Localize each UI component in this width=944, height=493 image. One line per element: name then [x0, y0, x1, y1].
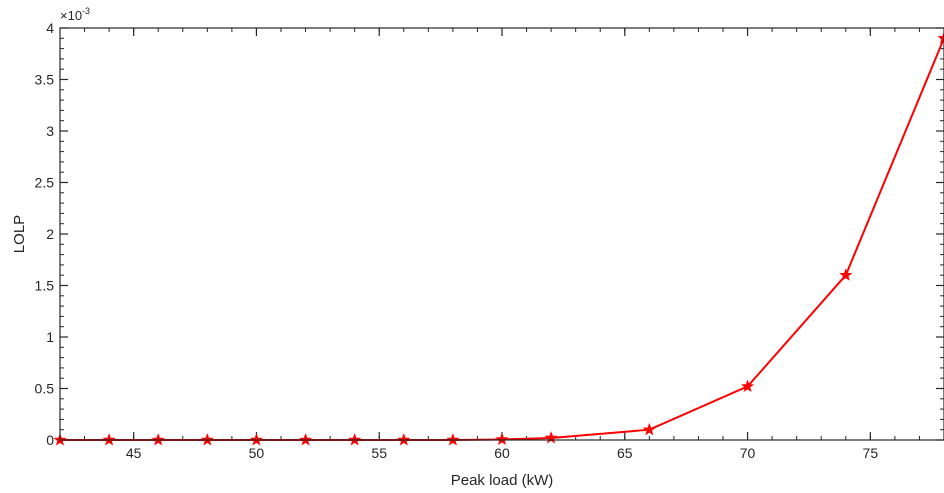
series-layer — [53, 31, 944, 446]
data-point-star — [741, 379, 755, 392]
x-tick-label: 75 — [863, 445, 879, 461]
y-tick-label: 0 — [46, 432, 54, 448]
y-exponent-power: -3 — [82, 6, 90, 16]
y-tick-label: 2.5 — [35, 175, 55, 191]
x-tick-label: 45 — [126, 445, 142, 461]
y-exponent-label: ×10-3 — [60, 6, 90, 23]
x-tick-label: 50 — [249, 445, 265, 461]
data-point-star — [544, 431, 558, 444]
plot-frame — [59, 27, 944, 441]
x-tick-label: 70 — [740, 445, 756, 461]
y-axis-title: LOLP — [11, 215, 28, 253]
y-tick-label: 0.5 — [35, 381, 55, 397]
y-tick-label: 1 — [46, 329, 54, 345]
y-tick-label: 2 — [46, 226, 54, 242]
x-tick-label: 65 — [617, 445, 633, 461]
x-axis-ticks: 45 50 55 60 65 70 75 — [126, 28, 878, 461]
data-point-star — [839, 268, 853, 281]
series-line — [60, 37, 944, 441]
data-point-star — [495, 432, 509, 446]
data-point-star — [642, 422, 656, 436]
y-tick-label: 3 — [46, 123, 54, 139]
y-tick-label: 1.5 — [35, 278, 55, 294]
x-minor-ticks — [59, 28, 944, 440]
y-tick-label: 4 — [46, 20, 54, 36]
x-tick-label: 60 — [494, 445, 510, 461]
y-exponent-base: ×10 — [60, 8, 82, 23]
x-tick-label: 55 — [371, 445, 387, 461]
y-axis-ticks: 0 0.5 1 1.5 2 2.5 3 3.5 4 — [35, 20, 944, 448]
y-minor-ticks — [60, 27, 944, 441]
x-axis-title: Peak load (kW) — [451, 472, 554, 489]
data-point-star — [937, 31, 944, 44]
y-tick-label: 3.5 — [35, 72, 55, 88]
